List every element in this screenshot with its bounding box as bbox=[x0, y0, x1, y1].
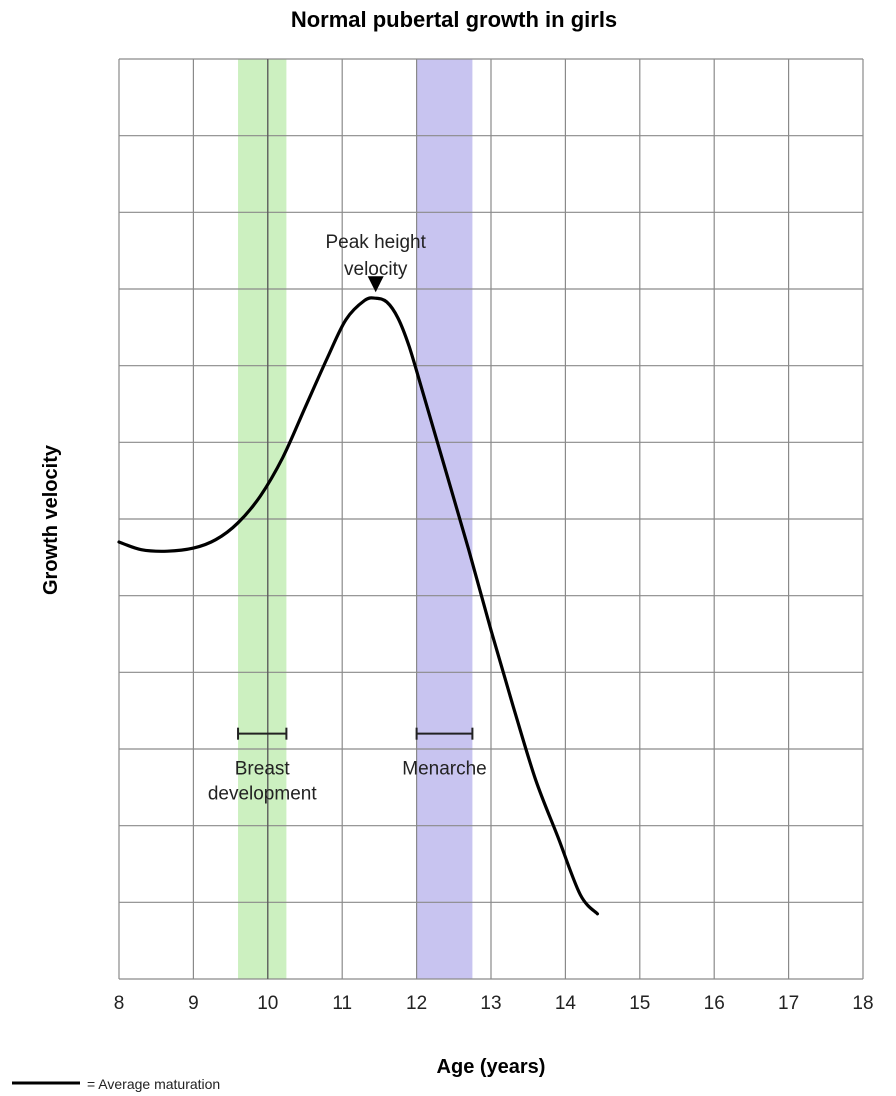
range-label-menarche: Menarche bbox=[402, 759, 487, 780]
x-tick-label: 13 bbox=[480, 993, 501, 1014]
grid-layer bbox=[118, 58, 864, 980]
x-tick-label: 8 bbox=[114, 993, 125, 1014]
x-tick-label: 14 bbox=[555, 993, 577, 1014]
x-tick-label: 15 bbox=[629, 993, 650, 1014]
peak-annotation: Peak height velocity bbox=[326, 232, 427, 293]
range-markers-layer: Breast development Menarche bbox=[208, 727, 487, 805]
y-axis-title: Growth velocity bbox=[40, 444, 62, 595]
x-tick-label: 10 bbox=[257, 993, 278, 1014]
chart-title: Normal pubertal growth in girls bbox=[291, 7, 617, 32]
annotation-arrow-head bbox=[367, 276, 384, 293]
x-tick-label: 12 bbox=[406, 993, 427, 1014]
growth-velocity-curve bbox=[117, 296, 599, 916]
range-label-breast-development: Breast bbox=[235, 759, 291, 780]
range-marker-menarche: Menarche bbox=[402, 727, 487, 780]
x-tick-label: 11 bbox=[332, 993, 352, 1014]
x-tick-labels: 8 9 10 11 12 13 14 15 16 17 18 bbox=[114, 993, 874, 1014]
legend-label: = Average maturation bbox=[87, 1076, 220, 1092]
x-tick-label: 9 bbox=[188, 993, 199, 1014]
annotation-text: velocity bbox=[344, 259, 408, 280]
range-marker-breast-development: Breast development bbox=[208, 727, 318, 805]
legend: = Average maturation bbox=[12, 1076, 220, 1092]
x-tick-label: 16 bbox=[704, 993, 725, 1014]
annotation-text: Peak height bbox=[326, 232, 427, 253]
curve-layer bbox=[117, 296, 599, 916]
range-label-breast-development: development bbox=[208, 784, 318, 805]
x-tick-label: 18 bbox=[852, 993, 873, 1014]
x-tick-label: 17 bbox=[778, 993, 799, 1014]
x-axis-title: Age (years) bbox=[437, 1056, 546, 1078]
